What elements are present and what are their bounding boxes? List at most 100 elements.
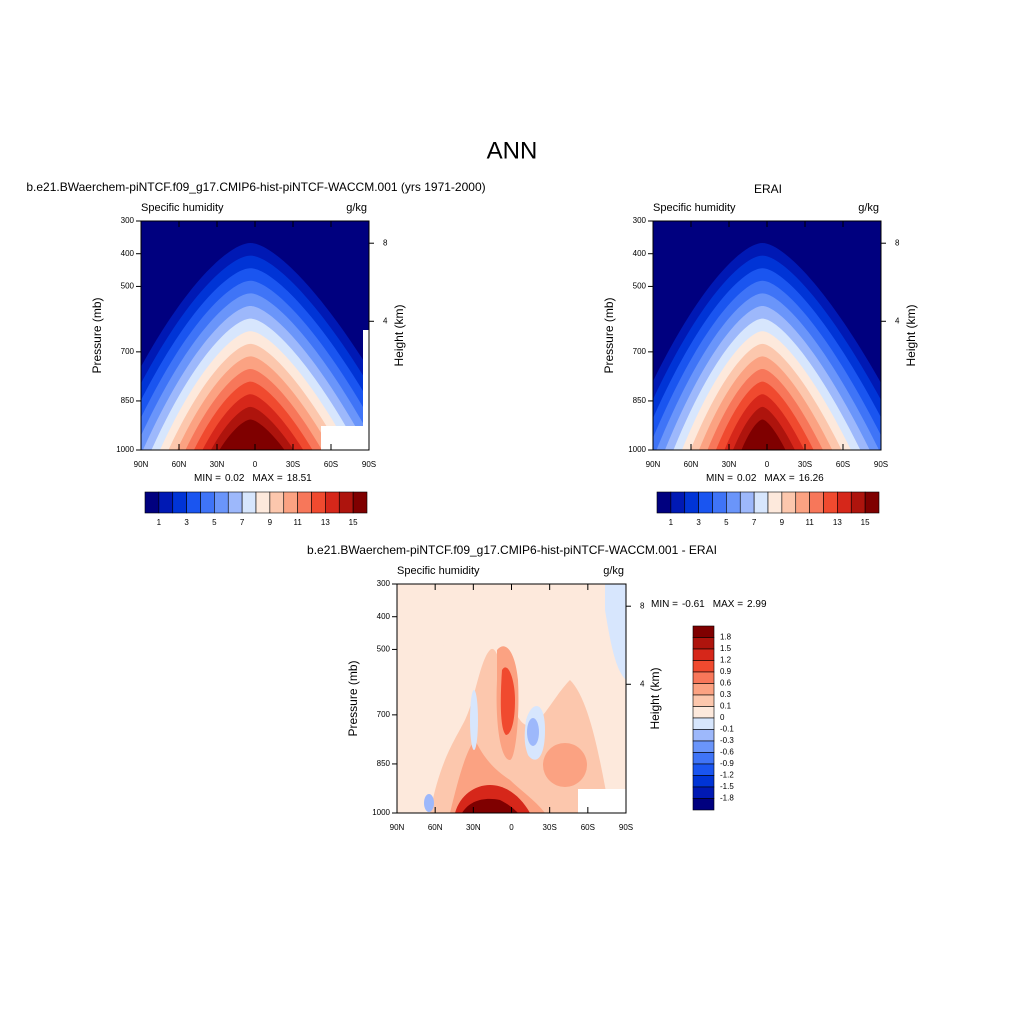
colorbar-box — [692, 706, 715, 719]
y2-tick-label: 8 — [383, 238, 388, 247]
colorbar-box — [692, 775, 715, 788]
colorbar-box — [692, 717, 715, 730]
min-max-max: 2.99 — [747, 599, 767, 610]
colorbar-label: -1.5 — [720, 782, 734, 791]
colorbar-label: 0.1 — [720, 702, 732, 711]
x-tick-label: 0 — [253, 460, 258, 469]
colorbar-label: 0.3 — [720, 690, 732, 699]
min-max: MIN = 0.02 MAX = 16.26 — [706, 473, 824, 484]
colorbar-label: 7 — [240, 518, 245, 527]
colorbar-box — [338, 491, 354, 514]
colorbar-box — [850, 491, 866, 514]
x-tick-label: 0 — [765, 460, 770, 469]
contour-band — [741, 419, 786, 450]
colorbar-box — [227, 491, 243, 514]
y2-tick-label: 8 — [895, 238, 900, 247]
colorbar-box — [781, 491, 797, 514]
min-max-max: 18.51 — [287, 473, 312, 484]
panel: b.e21.BWaerchem-piNTCF.f09_g17.CMIP6-his… — [307, 543, 767, 832]
colorbar-box — [692, 786, 715, 799]
colorbar-box — [325, 491, 340, 514]
min-max-max: 16.26 — [799, 473, 824, 484]
colorbar-box — [692, 648, 715, 661]
colorbar-label: 1.8 — [720, 633, 732, 642]
x-tick-label: 30N — [210, 460, 225, 469]
min-max-min-label: MIN = — [651, 599, 678, 610]
y-tick-label: 500 — [377, 645, 391, 654]
colorbar-box — [692, 798, 715, 811]
min-max-min-label: MIN = — [194, 473, 221, 484]
colorbar-label: 15 — [349, 518, 358, 527]
colorbar-box — [241, 491, 257, 514]
y-axis-label: Pressure (mb) — [90, 297, 104, 373]
colorbar-box — [692, 671, 715, 684]
y-tick-label: 850 — [633, 396, 647, 405]
min-max-max-label: MAX = — [764, 473, 794, 484]
colorbar-box — [753, 491, 769, 514]
x-tick-label: 30N — [722, 460, 737, 469]
y-tick-label: 1000 — [372, 808, 390, 817]
colorbar-box — [684, 491, 699, 514]
x-tick-label: 60N — [172, 460, 187, 469]
colorbar-box — [823, 491, 838, 514]
colorbar-label: 0 — [720, 713, 725, 722]
panel: ERAI Specific humidity g/kg Pressure (mb) He… — [602, 182, 918, 527]
x-tick-label: 0 — [509, 823, 514, 832]
colorbar-box — [739, 491, 755, 514]
colorbar-box — [712, 491, 727, 514]
min-max: MIN = -0.61 MAX = 2.99 — [651, 599, 767, 610]
y2-axis-label: Height (km) — [904, 304, 918, 366]
y2-tick-label: 4 — [895, 316, 900, 325]
colorbar-box — [255, 491, 271, 514]
colorbar-label: 0.6 — [720, 679, 732, 688]
colorbar-label: 5 — [724, 518, 729, 527]
y-tick-label: 700 — [377, 710, 391, 719]
panel-title: ERAI — [754, 182, 782, 196]
y-tick-label: 400 — [121, 249, 135, 258]
x-tick-label: 60N — [684, 460, 699, 469]
colorbar-label: -0.3 — [720, 736, 734, 745]
colorbar-box — [297, 491, 312, 514]
colorbar-label: -0.6 — [720, 748, 734, 757]
colorbar-box — [837, 491, 852, 514]
colorbar-label: 3 — [696, 518, 701, 527]
colorbar-box — [692, 625, 715, 638]
colorbar-label: -0.9 — [720, 759, 734, 768]
colorbar-label: 1 — [157, 518, 162, 527]
y-tick-label: 700 — [121, 347, 135, 356]
colorbar-box — [692, 763, 715, 776]
y2-tick-label: 8 — [640, 601, 645, 610]
subtitle-right: g/kg — [346, 202, 367, 214]
y-tick-label: 850 — [377, 759, 391, 768]
colorbar-box — [692, 740, 715, 753]
x-tick-label: 90S — [874, 460, 888, 469]
contour-band — [219, 419, 285, 450]
x-tick-label: 30N — [466, 823, 481, 832]
x-tick-label: 30S — [798, 460, 812, 469]
y-axis-label: Pressure (mb) — [602, 297, 616, 373]
y-tick-label: 300 — [633, 216, 647, 225]
colorbar-label: -1.8 — [720, 794, 734, 803]
x-tick-label: 90S — [619, 823, 633, 832]
field — [141, 221, 369, 450]
colorbar-label: 0.9 — [720, 667, 732, 676]
colorbar-box — [698, 491, 713, 514]
colorbar-label: 1.2 — [720, 656, 732, 665]
colorbar-label: 3 — [184, 518, 189, 527]
x-tick-label: 30S — [543, 823, 557, 832]
figure-title: ANN — [487, 137, 538, 164]
x-tick-label: 60S — [581, 823, 595, 832]
colorbar-label: 9 — [268, 518, 273, 527]
colorbar-label: 13 — [321, 518, 330, 527]
colorbar-label: -1.2 — [720, 771, 734, 780]
subtitle-right: g/kg — [858, 202, 879, 214]
x-tick-label: 90N — [390, 823, 405, 832]
colorbar-box — [670, 491, 686, 514]
y2-axis-label: Height (km) — [392, 304, 406, 366]
colorbar-box — [352, 491, 368, 514]
y-tick-label: 1000 — [116, 445, 134, 454]
colorbar-box — [311, 491, 326, 514]
colorbar-box — [692, 660, 715, 673]
field — [653, 221, 881, 450]
colorbar-box — [795, 491, 810, 514]
